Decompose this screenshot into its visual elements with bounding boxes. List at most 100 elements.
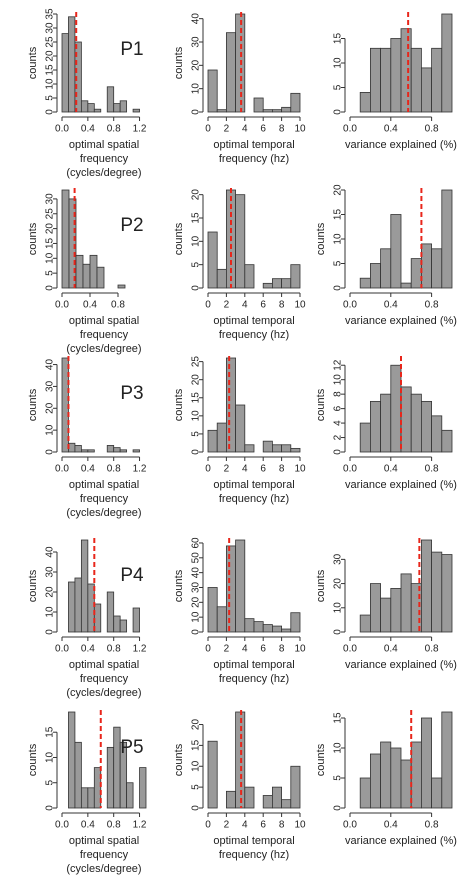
y-axis-label: counts — [173, 46, 185, 79]
y-axis-label: counts — [173, 222, 185, 255]
bar — [420, 539, 432, 633]
bar — [262, 440, 273, 453]
x-axis-label: frequency — [80, 673, 129, 685]
y-tick-label: 40 — [191, 567, 202, 579]
x-axis-label: optimal temporal — [213, 315, 294, 327]
y-tick-label: 0 — [333, 285, 344, 291]
y-tick-label: 20 — [45, 586, 56, 598]
y-axis-label: counts — [27, 222, 39, 255]
bar — [290, 264, 301, 289]
panel-label: P5 — [120, 737, 143, 758]
x-tick-label: 0.0 — [55, 464, 69, 475]
y-tick-label: 0 — [191, 285, 202, 291]
y-tick-label: 0 — [333, 629, 344, 635]
y-tick-label: 25 — [45, 208, 56, 220]
x-tick-label: 0.0 — [343, 820, 357, 831]
y-tick-label: 50 — [191, 552, 202, 564]
y-tick-label: 15 — [333, 712, 344, 724]
bar — [139, 767, 147, 809]
x-tick-label: 2 — [224, 464, 230, 475]
x-tick-label: 8 — [279, 644, 285, 655]
bar — [68, 711, 76, 809]
bar — [359, 777, 371, 809]
bar — [80, 539, 89, 633]
x-tick-label: 6 — [260, 820, 266, 831]
y-tick-label: 20 — [191, 374, 202, 386]
bar — [262, 624, 273, 633]
y-tick-label: 5 — [333, 775, 344, 781]
y-tick-label: 12 — [333, 359, 344, 371]
x-axis-label: (cycles/degree) — [66, 167, 141, 179]
panel-label: P4 — [120, 565, 144, 586]
bar — [225, 545, 236, 633]
bar — [380, 741, 392, 809]
x-tick-label: 6 — [260, 124, 266, 135]
y-tick-label: 10 — [45, 424, 56, 436]
bar — [106, 746, 115, 809]
x-axis-label: optimal spatial — [69, 659, 139, 671]
bar — [400, 282, 412, 289]
bar — [380, 248, 392, 289]
x-axis-label: frequency — [80, 493, 129, 505]
y-tick-label: 20 — [333, 184, 344, 196]
y-tick-label: 0 — [45, 449, 56, 455]
y-axis-label: counts — [173, 743, 185, 776]
bar — [290, 612, 301, 633]
bar — [117, 284, 126, 289]
x-tick-label: 8 — [279, 300, 285, 311]
bar — [87, 103, 95, 113]
x-axis-label: frequency (hz) — [219, 673, 289, 685]
bar — [271, 278, 282, 289]
y-tick-label: 0 — [45, 805, 56, 811]
y-tick-label: 30 — [333, 553, 344, 565]
x-axis-label: optimal spatial — [69, 835, 139, 847]
y-tick-label: 60 — [191, 537, 202, 549]
bar — [113, 103, 121, 113]
bar — [80, 787, 89, 809]
bar — [380, 393, 392, 453]
bar — [106, 445, 115, 453]
bar — [262, 109, 273, 113]
y-tick-label: 8 — [333, 391, 344, 397]
bar — [410, 47, 422, 113]
bar — [390, 588, 402, 633]
x-axis-label: variance explained (%) — [345, 835, 457, 847]
bar — [235, 404, 246, 453]
x-axis-label: variance explained (%) — [345, 479, 457, 491]
y-tick-label: 5 — [45, 270, 56, 276]
y-tick-label: 30 — [45, 566, 56, 578]
bar — [359, 277, 371, 289]
bar — [400, 573, 412, 633]
x-tick-label: 0 — [205, 300, 211, 311]
x-axis-label: optimal temporal — [213, 659, 294, 671]
y-axis-label: counts — [315, 222, 327, 255]
y-axis-label: counts — [315, 743, 327, 776]
x-axis-label: variance explained (%) — [345, 315, 457, 327]
x-tick-label: 2 — [224, 644, 230, 655]
bar — [290, 765, 301, 809]
x-axis-label: optimal temporal — [213, 139, 294, 151]
x-tick-label: 0.0 — [55, 644, 69, 655]
x-tick-label: 8 — [279, 464, 285, 475]
panel-label: P2 — [120, 215, 143, 236]
x-tick-label: 0.4 — [81, 124, 95, 135]
y-axis-label: counts — [173, 569, 185, 602]
x-axis-label: frequency — [80, 849, 129, 861]
y-tick-label: 4 — [333, 420, 344, 426]
x-tick-label: 0.0 — [55, 820, 69, 831]
bar — [61, 33, 69, 113]
x-tick-label: 2 — [224, 124, 230, 135]
bar — [431, 47, 443, 113]
bar — [420, 400, 432, 453]
x-tick-label: 8 — [279, 820, 285, 831]
y-tick-label: 20 — [45, 50, 56, 62]
x-tick-label: 6 — [260, 300, 266, 311]
y-axis-label: counts — [315, 388, 327, 421]
bar — [89, 254, 98, 289]
bar — [281, 799, 292, 809]
x-tick-label: 0.4 — [384, 124, 398, 135]
bar — [253, 97, 264, 113]
y-tick-label: 0 — [45, 109, 56, 115]
x-tick-label: 1.2 — [133, 464, 147, 475]
